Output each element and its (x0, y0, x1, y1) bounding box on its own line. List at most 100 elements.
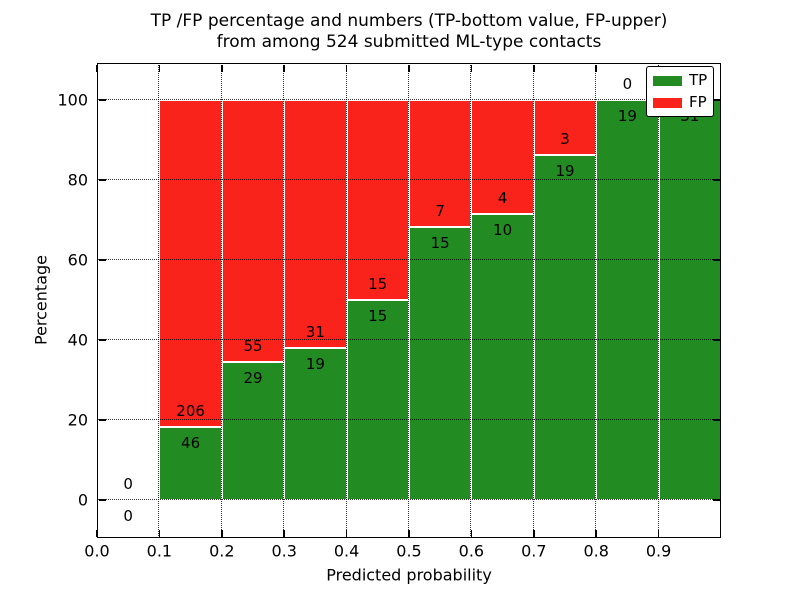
x-tick-label: 0.2 (209, 541, 235, 561)
bar-label-fp: 31 (305, 323, 325, 341)
bar-label-fp: 55 (243, 336, 263, 355)
gridline-vertical (470, 63, 472, 538)
y-tick-mark-left (98, 259, 106, 261)
gridline-horizontal (97, 499, 721, 500)
x-tick-label: 0.9 (645, 541, 672, 561)
bar-segment-fp (159, 100, 222, 427)
y-tick-label: 20 (67, 410, 88, 430)
gridline-horizontal (97, 339, 721, 340)
plot-frame (97, 63, 721, 538)
y-tick-mark-left (98, 339, 106, 341)
x-tick-label: 0.8 (583, 541, 609, 561)
bar-label-tp: 0 (123, 507, 133, 525)
gridline-vertical (532, 63, 534, 538)
y-tick-mark-right (712, 499, 720, 501)
bar-label-tp: 15 (368, 307, 388, 325)
bar-segment-fp (533, 100, 597, 155)
y-tick-label: 0 (77, 490, 88, 510)
bar-label-tp: 29 (243, 368, 263, 387)
x-tick-label: 0.4 (333, 541, 360, 561)
x-tick-mark-bottom (96, 529, 98, 537)
bar-label-tp: 46 (181, 433, 201, 452)
gridline-horizontal (97, 259, 721, 260)
gridline-vertical (657, 63, 659, 538)
x-tick-mark-bottom (595, 529, 597, 537)
x-tick-mark-top (158, 64, 161, 72)
bar-label-fp: 7 (435, 202, 445, 221)
bar-segment-tp (284, 348, 347, 500)
bar-segment-fp (346, 100, 409, 300)
bar-label-fp: 4 (497, 189, 508, 208)
bar-segment-tp (409, 227, 472, 500)
bar-label-fp: 15 (368, 275, 388, 293)
legend-entry-tp: TP (653, 73, 707, 88)
x-tick-mark-top (595, 64, 597, 72)
y-tick-label: 100 (57, 90, 88, 110)
gridline-horizontal (97, 99, 721, 100)
bar-label-fp: 3 (560, 129, 570, 148)
legend-label-fp: FP (689, 93, 707, 111)
y-tick-label: 80 (67, 170, 88, 190)
x-tick-mark-top (283, 64, 285, 72)
x-tick-mark-bottom (221, 529, 223, 537)
x-tick-mark-bottom (345, 529, 348, 537)
bar-label-fp: 0 (622, 75, 633, 93)
bar-label-fp: 206 (176, 401, 205, 420)
bar-label-tp: 15 (430, 234, 450, 253)
x-tick-label: 0.5 (396, 541, 422, 561)
x-tick-label: 0.6 (458, 541, 485, 561)
legend-swatch-fp (653, 97, 682, 108)
gridline-horizontal (97, 179, 721, 180)
bar-segment-fp (284, 100, 347, 348)
bar-segment-tp (346, 300, 409, 500)
y-tick-mark-left (98, 179, 106, 181)
legend-label-tp: TP (689, 71, 708, 89)
y-tick-mark-left (98, 499, 106, 501)
x-tick-mark-top (470, 64, 473, 72)
legend: TP FP (646, 66, 714, 117)
bar-label-tp: 10 (493, 221, 513, 240)
x-axis-label: Predicted probability (326, 565, 492, 585)
y-tick-mark-right (712, 419, 720, 421)
gridline-vertical (220, 63, 222, 538)
x-tick-mark-top (408, 64, 410, 72)
x-tick-label: 0.1 (146, 541, 173, 561)
x-tick-mark-bottom (283, 529, 285, 537)
bar-label-fp: 0 (123, 475, 133, 493)
bar-segment-tp (159, 426, 222, 500)
y-tick-mark-left (98, 99, 106, 101)
y-tick-mark-right (712, 99, 720, 101)
chart-title: TP /FP percentage and numbers (TP-bottom… (151, 11, 668, 53)
x-tick-mark-top (221, 64, 223, 72)
y-tick-label: 40 (67, 330, 88, 350)
chart-title-line1: TP /FP percentage and numbers (TP-bottom… (150, 11, 668, 31)
bar-label-tp: 19 (305, 355, 325, 373)
gridline-vertical (345, 63, 347, 538)
gridline-horizontal (97, 419, 721, 420)
gridline-vertical (595, 63, 597, 538)
bar-segment-fp (471, 100, 534, 215)
y-tick-mark-right (712, 339, 720, 341)
x-tick-mark-bottom (408, 529, 410, 537)
bar-label-tp: 19 (555, 161, 575, 180)
chart-title-line2: from among 524 submitted ML-type contact… (216, 32, 602, 52)
x-tick-mark-bottom (158, 529, 161, 537)
x-tick-mark-bottom (657, 529, 660, 537)
y-tick-mark-left (98, 419, 106, 421)
y-tick-mark-right (712, 259, 720, 261)
bar-segment-tp (533, 154, 597, 500)
legend-swatch-tp (653, 75, 682, 86)
x-tick-label: 0.3 (271, 541, 297, 561)
y-tick-label: 60 (67, 250, 88, 270)
bar-segment-fp (409, 100, 472, 228)
x-tick-mark-bottom (470, 529, 473, 537)
x-tick-mark-top (96, 64, 98, 72)
gridline-vertical (283, 63, 285, 538)
legend-entry-fp: FP (653, 95, 707, 110)
gridline-vertical (408, 63, 409, 538)
x-tick-mark-top (533, 64, 535, 72)
y-tick-mark-right (712, 179, 720, 181)
x-tick-mark-bottom (533, 529, 535, 537)
bar-label-tp: 19 (617, 107, 637, 125)
